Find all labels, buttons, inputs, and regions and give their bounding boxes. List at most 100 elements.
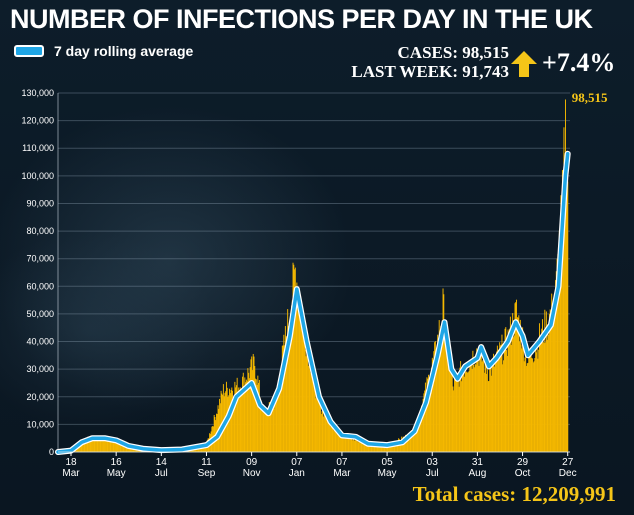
y-tick-label: 10,000 bbox=[26, 419, 54, 429]
daily-bar bbox=[122, 444, 124, 452]
daily-bar bbox=[92, 436, 93, 452]
daily-bar bbox=[504, 328, 506, 452]
daily-bar bbox=[516, 299, 517, 452]
daily-bar bbox=[401, 439, 403, 452]
daily-bar bbox=[228, 395, 230, 452]
daily-bar bbox=[490, 365, 491, 452]
daily-bar bbox=[351, 439, 353, 452]
daily-bar bbox=[340, 436, 342, 452]
daily-bar bbox=[497, 349, 499, 452]
daily-bar bbox=[300, 306, 302, 452]
daily-bar bbox=[283, 334, 285, 452]
daily-bar bbox=[318, 400, 320, 452]
daily-bar bbox=[448, 365, 450, 452]
daily-bar bbox=[525, 347, 527, 452]
daily-bar bbox=[234, 381, 236, 452]
x-tick-day: 05 bbox=[382, 457, 394, 468]
daily-bar bbox=[319, 403, 321, 452]
daily-bar bbox=[500, 344, 502, 452]
rolling-average-line bbox=[55, 150, 571, 455]
daily-bar bbox=[511, 338, 513, 452]
daily-bar bbox=[520, 344, 522, 452]
daily-bar bbox=[91, 438, 93, 452]
daily-bar bbox=[269, 405, 271, 452]
x-tick-day: 07 bbox=[336, 457, 348, 468]
daily-bar bbox=[323, 416, 325, 452]
daily-bar bbox=[340, 436, 341, 452]
daily-bar bbox=[554, 308, 556, 452]
daily-bar bbox=[121, 443, 123, 452]
daily-bar bbox=[522, 335, 524, 452]
daily-bar bbox=[298, 305, 300, 452]
daily-bar bbox=[415, 428, 417, 452]
daily-bar bbox=[326, 416, 328, 452]
daily-bar bbox=[400, 439, 402, 452]
daily-bar bbox=[334, 428, 336, 452]
daily-bar bbox=[112, 441, 114, 452]
daily-bar bbox=[322, 408, 324, 452]
daily-bar bbox=[272, 402, 274, 452]
daily-bar bbox=[321, 411, 323, 452]
daily-bar bbox=[262, 404, 264, 452]
daily-bar bbox=[258, 380, 260, 452]
daily-cases-bars bbox=[58, 99, 569, 453]
daily-bar bbox=[260, 400, 262, 452]
daily-bar bbox=[87, 436, 89, 452]
daily-bar bbox=[317, 387, 318, 452]
daily-bar bbox=[331, 427, 333, 452]
daily-bar bbox=[293, 264, 295, 452]
x-tick-month: Dec bbox=[559, 468, 577, 479]
daily-bar bbox=[467, 372, 469, 452]
daily-bar bbox=[496, 351, 498, 452]
daily-bar bbox=[96, 437, 98, 452]
stats-block: CASES: 98,515 LAST WEEK: 91,743 bbox=[351, 43, 509, 81]
daily-bar bbox=[97, 439, 99, 452]
daily-bar bbox=[422, 398, 424, 452]
daily-bar bbox=[330, 426, 332, 452]
daily-bar bbox=[412, 433, 414, 452]
daily-bar bbox=[333, 429, 335, 452]
daily-bar bbox=[219, 398, 221, 452]
daily-bar bbox=[88, 438, 90, 452]
daily-bar bbox=[409, 433, 411, 452]
daily-bar bbox=[444, 340, 446, 452]
daily-bar bbox=[267, 414, 269, 452]
daily-bar bbox=[365, 442, 367, 452]
y-tick-label: 130,000 bbox=[21, 88, 54, 98]
daily-bar bbox=[243, 389, 245, 452]
daily-bar bbox=[405, 438, 407, 452]
daily-bar bbox=[480, 344, 482, 452]
daily-bar bbox=[86, 439, 88, 452]
daily-bar bbox=[516, 317, 518, 452]
daily-bar bbox=[506, 350, 508, 452]
daily-bar bbox=[535, 349, 537, 452]
daily-bar bbox=[550, 316, 552, 452]
daily-bar bbox=[466, 371, 468, 452]
daily-bar bbox=[256, 384, 258, 452]
daily-bar bbox=[292, 262, 294, 452]
x-tick-day: 31 bbox=[472, 457, 484, 468]
daily-bar bbox=[515, 302, 517, 452]
daily-bar bbox=[275, 392, 277, 452]
daily-bar bbox=[116, 440, 118, 452]
daily-bar bbox=[382, 445, 384, 452]
daily-bar bbox=[417, 419, 419, 452]
daily-bar bbox=[434, 342, 436, 452]
daily-bar bbox=[359, 441, 361, 452]
daily-bar bbox=[468, 370, 470, 452]
daily-bar bbox=[123, 443, 125, 452]
daily-bar bbox=[425, 392, 427, 452]
daily-bar bbox=[455, 374, 457, 452]
daily-bar bbox=[261, 404, 263, 452]
daily-bar bbox=[309, 369, 311, 452]
daily-bar bbox=[395, 442, 397, 452]
daily-bar bbox=[92, 437, 94, 452]
daily-bar bbox=[326, 410, 328, 452]
daily-bar bbox=[323, 410, 325, 452]
daily-bar bbox=[486, 373, 488, 452]
latest-value-callout: 98,515 bbox=[572, 90, 608, 105]
daily-bar bbox=[477, 351, 479, 452]
daily-bar bbox=[248, 372, 250, 452]
daily-bar bbox=[213, 415, 215, 452]
